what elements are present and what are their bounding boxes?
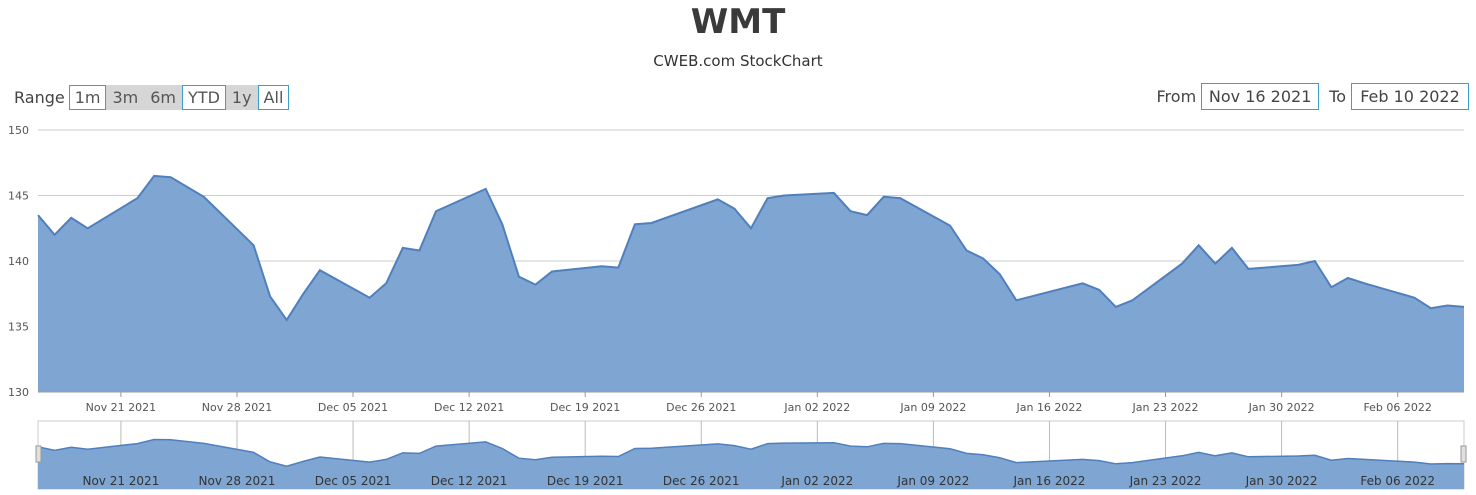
navigator-tick-label: Jan 02 2022	[780, 474, 853, 488]
navigator-tick-label: Nov 28 2021	[199, 474, 276, 488]
navigator-tick-label: Jan 09 2022	[896, 474, 969, 488]
from-label: From	[1156, 87, 1197, 106]
y-tick-label: 140	[8, 255, 29, 268]
date-range-inputs: From To	[1147, 83, 1469, 110]
y-tick-label: 145	[8, 190, 29, 203]
x-tick-label: Dec 12 2021	[434, 401, 504, 414]
range-button-all[interactable]: All	[257, 84, 290, 110]
x-tick-label: Nov 28 2021	[202, 401, 272, 414]
from-date-input[interactable]	[1201, 83, 1320, 110]
range-button-ytd[interactable]: YTD	[182, 84, 226, 110]
navigator-tick-label: Dec 26 2021	[663, 474, 740, 488]
x-tick-label: Dec 26 2021	[666, 401, 736, 414]
x-tick-label: Dec 05 2021	[318, 401, 388, 414]
x-tick-label: Jan 16 2022	[1015, 401, 1082, 414]
x-tick-label: Dec 19 2021	[550, 401, 620, 414]
x-tick-label: Jan 02 2022	[783, 401, 850, 414]
range-button-3m[interactable]: 3m	[106, 84, 145, 110]
range-button-1m[interactable]: 1m	[68, 84, 107, 110]
x-tick-label: Feb 06 2022	[1363, 401, 1431, 414]
y-tick-label: 135	[8, 321, 29, 334]
x-tick-label: Jan 09 2022	[899, 401, 966, 414]
main-plot-area	[37, 174, 1465, 392]
navigator-tick-label: Jan 23 2022	[1129, 474, 1202, 488]
price-area	[38, 175, 1464, 392]
navigator-tick-label: Nov 21 2021	[82, 474, 159, 488]
price-line	[37, 174, 1465, 322]
y-axis-ticks: 130 135 140 145 150	[8, 124, 29, 399]
navigator-tick-label: Dec 19 2021	[547, 474, 624, 488]
y-tick-label: 130	[8, 386, 29, 399]
y-tick-label: 150	[8, 124, 29, 137]
chart-title: WMT	[690, 2, 786, 42]
navigator-tick-label: Jan 16 2022	[1012, 474, 1085, 488]
navigator-left-handle[interactable]	[35, 445, 42, 463]
navigator[interactable]: Nov 21 2021 Nov 28 2021 Dec 05 2021 Dec 12 …	[35, 420, 1467, 490]
navigator-tick-label: Jan 30 2022	[1245, 474, 1318, 488]
range-button-6m[interactable]: 6m	[144, 84, 183, 110]
navigator-line	[37, 438, 1465, 467]
range-label: Range	[14, 87, 65, 107]
navigator-tick-label: Dec 12 2021	[431, 474, 508, 488]
navigator-right-handle[interactable]	[1460, 445, 1467, 463]
navigator-area	[38, 439, 1464, 489]
to-date-input[interactable]	[1351, 83, 1469, 110]
x-axis-ticks: Nov 21 2021 Nov 28 2021 Dec 05 2021 Dec 12 …	[38, 391, 1464, 414]
navigator-tick-label: Dec 05 2021	[315, 474, 392, 488]
x-tick-label: Nov 21 2021	[86, 401, 156, 414]
x-tick-label: Jan 23 2022	[1132, 401, 1199, 414]
to-label: To	[1329, 87, 1346, 106]
chart-subtitle: CWEB.com StockChart	[653, 52, 823, 70]
x-tick-label: Jan 30 2022	[1248, 401, 1315, 414]
range-button-1y[interactable]: 1y	[225, 84, 258, 110]
navigator-tick-label: Feb 06 2022	[1360, 474, 1435, 488]
range-selector: Range 1m 3m 6m YTD 1y All	[14, 84, 290, 110]
